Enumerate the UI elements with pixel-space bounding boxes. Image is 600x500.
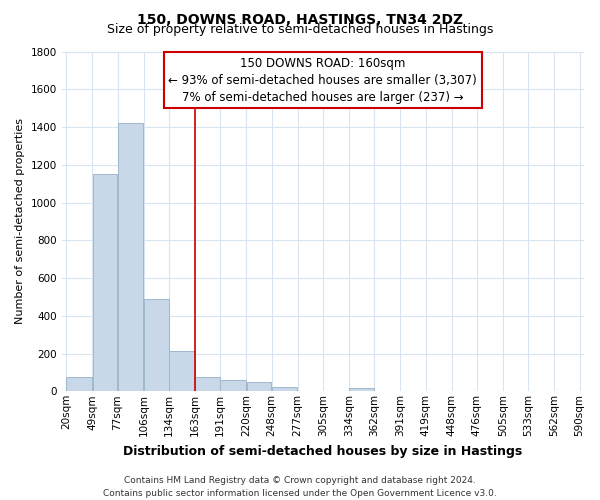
Bar (144, 299, 169, 392)
Bar (349, 388, 374, 392)
Y-axis label: Number of semi-detached properties: Number of semi-detached properties (15, 118, 25, 324)
Bar (220, 380, 246, 392)
Bar (169, 350, 195, 392)
Text: Contains HM Land Registry data © Crown copyright and database right 2024.
Contai: Contains HM Land Registry data © Crown c… (103, 476, 497, 498)
Bar (195, 377, 220, 392)
Text: Size of property relative to semi-detached houses in Hastings: Size of property relative to semi-detach… (107, 22, 493, 36)
Bar (67, 377, 92, 392)
Bar (247, 382, 271, 392)
X-axis label: Distribution of semi-detached houses by size in Hastings: Distribution of semi-detached houses by … (123, 444, 523, 458)
Bar (118, 123, 143, 392)
Bar (92, 174, 117, 392)
Text: 150 DOWNS ROAD: 160sqm
← 93% of semi-detached houses are smaller (3,307)
7% of s: 150 DOWNS ROAD: 160sqm ← 93% of semi-det… (169, 56, 477, 104)
Bar (272, 386, 298, 392)
Text: 150, DOWNS ROAD, HASTINGS, TN34 2DZ: 150, DOWNS ROAD, HASTINGS, TN34 2DZ (137, 12, 463, 26)
